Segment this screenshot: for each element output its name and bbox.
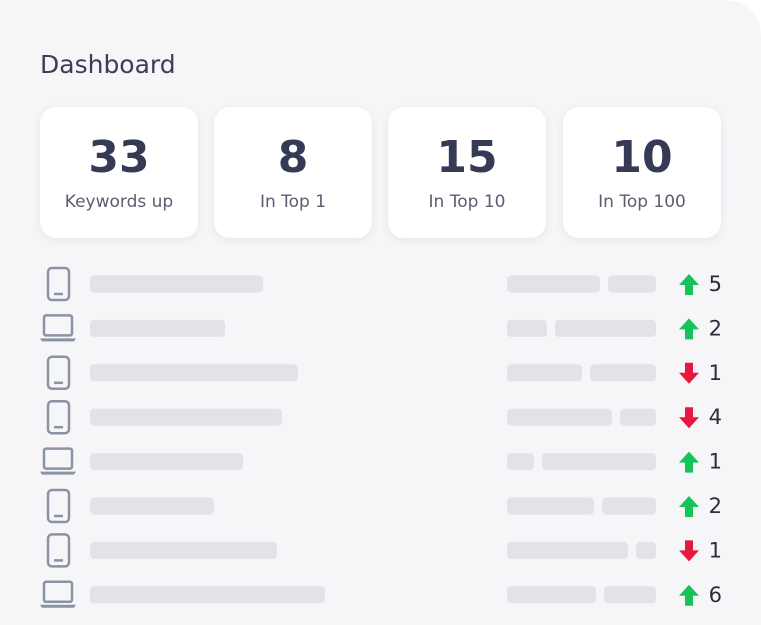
stat-value: 33 bbox=[88, 132, 149, 183]
placeholder-bar bbox=[90, 364, 298, 382]
placeholder-bar bbox=[507, 497, 594, 515]
placeholder-bar bbox=[90, 497, 214, 515]
change-value: 1 bbox=[709, 538, 722, 562]
arrow-up bbox=[679, 584, 699, 606]
mobile-icon bbox=[46, 355, 71, 391]
placeholder-bar bbox=[507, 408, 612, 426]
placeholder-bar bbox=[542, 453, 656, 471]
desktop-icon-base bbox=[40, 338, 76, 342]
change-value: 2 bbox=[709, 316, 722, 340]
stat-label: In Top 100 bbox=[598, 192, 686, 212]
stat-label: In Top 1 bbox=[260, 192, 326, 212]
placeholder-bar bbox=[636, 541, 656, 559]
stat-value: 10 bbox=[611, 132, 672, 183]
mobile-icon bbox=[46, 488, 71, 524]
change-value: 2 bbox=[709, 494, 722, 518]
placeholder-bar bbox=[507, 586, 596, 604]
placeholder-bar bbox=[602, 497, 656, 515]
placeholder-bar bbox=[620, 408, 656, 426]
mobile-icon bbox=[46, 399, 71, 435]
placeholder-bar bbox=[608, 275, 656, 293]
placeholder-bar bbox=[507, 364, 582, 382]
placeholder-bar bbox=[507, 541, 628, 559]
placeholder-bar bbox=[90, 453, 243, 471]
placeholder-bar bbox=[90, 275, 263, 293]
placeholder-bar bbox=[507, 275, 600, 293]
arrow-up bbox=[679, 451, 699, 473]
stat-card bbox=[40, 107, 198, 238]
change-value: 4 bbox=[709, 405, 722, 429]
stat-value: 8 bbox=[278, 132, 309, 183]
desktop-icon-base bbox=[40, 471, 76, 475]
stat-card bbox=[214, 107, 372, 238]
placeholder-bar bbox=[507, 453, 534, 471]
desktop-icon bbox=[42, 580, 74, 604]
change-value: 6 bbox=[709, 583, 722, 607]
placeholder-bar bbox=[555, 319, 656, 337]
placeholder-bar bbox=[90, 408, 282, 426]
arrow-down bbox=[679, 407, 699, 429]
stat-value: 15 bbox=[436, 132, 497, 183]
arrow-down bbox=[679, 362, 699, 384]
arrow-up bbox=[679, 274, 699, 295]
change-value: 1 bbox=[709, 450, 722, 474]
stat-label: In Top 10 bbox=[429, 192, 506, 212]
placeholder-bar bbox=[604, 586, 656, 604]
placeholder-bar bbox=[90, 541, 277, 559]
desktop-icon bbox=[42, 447, 74, 470]
mobile-icon bbox=[46, 266, 71, 302]
title: Dashboard bbox=[40, 50, 176, 79]
stat-card bbox=[388, 107, 546, 238]
desktop-icon-base bbox=[40, 604, 76, 608]
placeholder-bar bbox=[507, 319, 547, 337]
change-value: 1 bbox=[709, 361, 722, 385]
arrow-up bbox=[679, 496, 699, 517]
desktop-icon bbox=[42, 314, 74, 337]
placeholder-bar bbox=[590, 364, 656, 382]
placeholder-bar bbox=[90, 586, 325, 604]
stat-label: Keywords up bbox=[65, 192, 173, 212]
mobile-icon bbox=[46, 533, 71, 568]
stat-card bbox=[563, 107, 721, 238]
placeholder-bar bbox=[90, 319, 225, 337]
arrow-up bbox=[679, 318, 699, 340]
change-value: 5 bbox=[709, 272, 722, 296]
arrow-down bbox=[679, 540, 699, 562]
